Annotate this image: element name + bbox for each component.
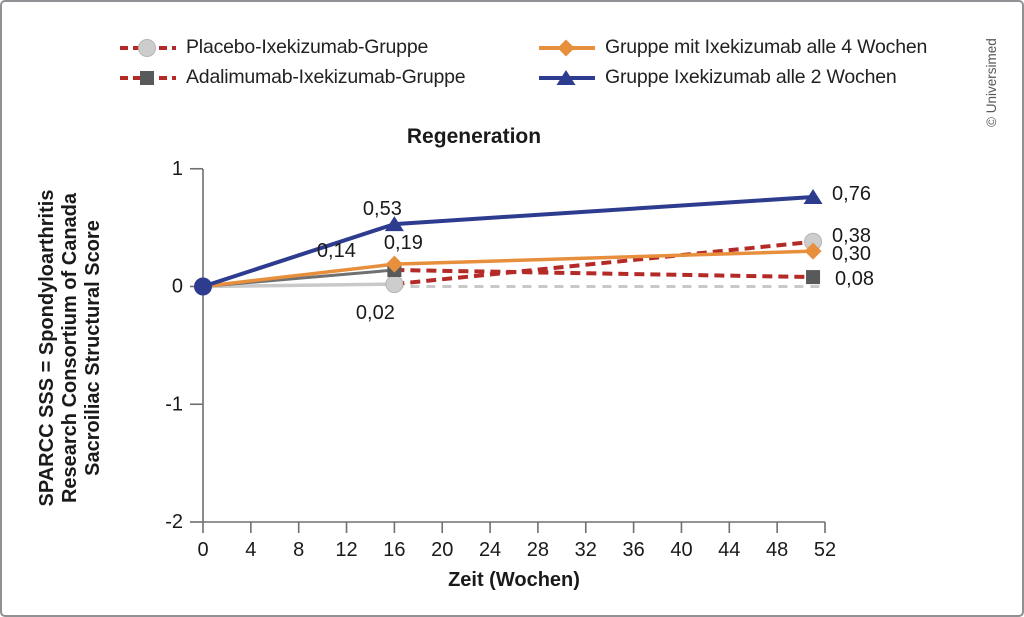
- legend-column-left: Placebo-Ixekizumab-Gruppe Adalimumab-Ixe…: [120, 35, 466, 90]
- adalimumab-value-label: 0,14: [317, 240, 356, 262]
- y-tick-label: 0: [172, 276, 183, 298]
- x-tick-label: 40: [670, 539, 692, 561]
- q4w-swatch-icon: [539, 39, 595, 56]
- q4w-legend-marker-icon: [557, 39, 575, 56]
- adalimumab-marker: [806, 270, 821, 285]
- q4w-value-label: 0,19: [384, 232, 423, 254]
- x-tick-label: 32: [575, 539, 597, 561]
- q4w-marker: [804, 242, 822, 260]
- legend-label-placebo: Placebo-Ixekizumab-Gruppe: [186, 36, 429, 58]
- placebo-marker: [385, 275, 404, 294]
- x-axis-label: Zeit (Wochen): [448, 569, 580, 591]
- adalimumab-line-segment: [394, 268, 814, 280]
- adalimumab-legend-marker-icon: [140, 70, 154, 85]
- placebo-line-segment: [202, 282, 395, 289]
- legend-item-adalimumab: Adalimumab-Ixekizumab-Gruppe: [120, 65, 466, 90]
- chart-title: Regeneration: [406, 125, 542, 148]
- x-tick-label: 52: [814, 539, 836, 561]
- x-tick-label: 44: [718, 539, 740, 561]
- x-tick-label: 28: [527, 539, 549, 561]
- placebo-legend-marker-icon: [138, 38, 156, 57]
- q2w-line-segment: [394, 195, 814, 227]
- y-axis-label-line-2: Research Consortium of Canada: [59, 192, 81, 504]
- legend-column-right: Gruppe mit Ixekizumab alle 4 Wochen Grup…: [539, 35, 927, 90]
- x-tick-label: 0: [197, 539, 208, 561]
- baseline-origin-marker: [194, 277, 212, 296]
- x-tick-label: 4: [245, 539, 256, 561]
- x-tick-label: 20: [431, 539, 453, 561]
- x-tick-label: 48: [766, 539, 788, 561]
- y-axis-label: SPARCC SSS = Spondyloarthritis Research …: [36, 138, 108, 558]
- placebo-line-segment: [394, 239, 814, 287]
- q2w-marker: [384, 216, 404, 232]
- x-tick-label: 16: [383, 539, 405, 561]
- q2w-legend-marker-icon: [556, 69, 576, 85]
- q4w-value-label: 0,30: [832, 243, 871, 265]
- legend-label-q2w: Gruppe Ixekizumab alle 2 Wochen: [605, 66, 897, 88]
- q2w-value-label: 0,53: [363, 198, 402, 220]
- placebo-value-label: 0,38: [832, 225, 871, 247]
- q2w-swatch-icon: [539, 69, 595, 85]
- placebo-value-label: 0,02: [356, 302, 395, 324]
- legend-label-adalimumab: Adalimumab-Ixekizumab-Gruppe: [186, 66, 466, 88]
- adalimumab-value-label: 0,08: [835, 268, 874, 290]
- q2w-value-label: 0,76: [832, 183, 871, 205]
- q2w-marker: [803, 189, 823, 205]
- q4w-marker: [385, 255, 403, 273]
- legend-item-placebo: Placebo-Ixekizumab-Gruppe: [120, 35, 465, 60]
- y-axis-label-line-1: SPARCC SSS = Spondyloarthritis: [36, 189, 58, 507]
- y-axis-label-line-3: Sacroiliac Structural Score: [82, 220, 104, 476]
- placebo-swatch-icon: [120, 38, 176, 57]
- q4w-line-segment: [394, 249, 814, 266]
- adalimumab-swatch-icon: [120, 70, 176, 85]
- legend-label-q4w: Gruppe mit Ixekizumab alle 4 Wochen: [605, 36, 928, 58]
- x-tick-label: 8: [293, 539, 304, 561]
- y-tick-label: 1: [172, 158, 183, 180]
- q4w-line-segment: [202, 262, 395, 289]
- x-tick-label: 24: [479, 539, 501, 561]
- x-tick-label: 36: [622, 539, 644, 561]
- q2w-line-segment: [202, 222, 396, 289]
- x-tick-label: 12: [335, 539, 357, 561]
- legend-item-q4w: Gruppe mit Ixekizumab alle 4 Wochen: [539, 35, 927, 60]
- legend-item-q2w: Gruppe Ixekizumab alle 2 Wochen: [539, 65, 927, 90]
- y-tick-label: -1: [165, 393, 183, 415]
- copyright-credit: © Universimed: [984, 38, 999, 127]
- y-tick-label: -2: [165, 511, 183, 533]
